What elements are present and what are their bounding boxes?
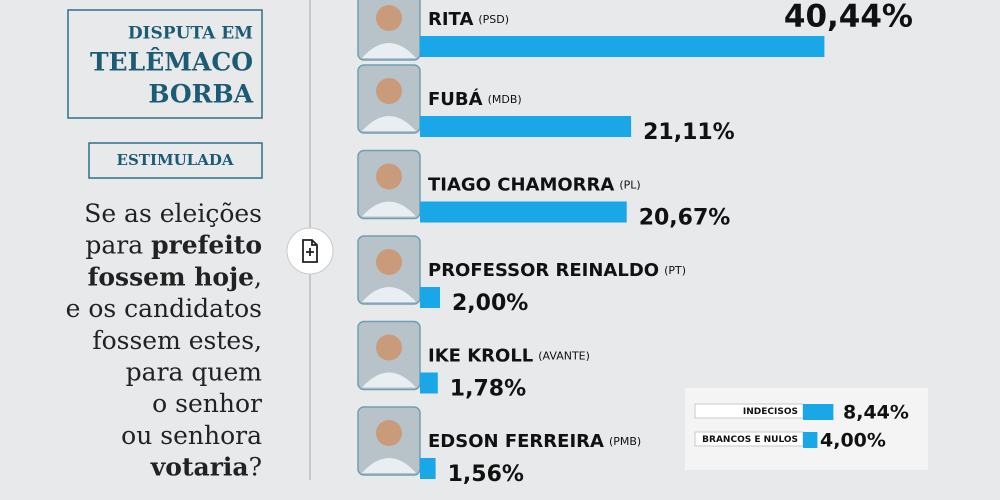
question-line: o senhor: [152, 389, 262, 418]
value-label: 1,56%: [448, 462, 524, 487]
question-line: Se as eleições: [84, 199, 262, 228]
candidate-party: (PSD): [478, 13, 509, 26]
value-label: 8,44%: [843, 402, 909, 424]
question-text: prefeito: [151, 230, 262, 259]
question-text: para: [85, 230, 151, 259]
photo-body: [362, 287, 416, 302]
candidate-name: FUBÁ: [428, 88, 483, 110]
candidate-label: TIAGO CHAMORRA (PL): [428, 175, 641, 196]
question-text: ,: [254, 262, 262, 291]
value-label: 2,00%: [452, 291, 528, 316]
bar: [420, 116, 632, 137]
photo-body: [362, 43, 416, 58]
question-line: votaria?: [150, 452, 262, 481]
category-label: BRANCOS E NULOS: [702, 435, 798, 445]
bar: [420, 287, 440, 308]
category-label: INDECISOS: [743, 407, 798, 417]
title-line: BORBA: [148, 80, 253, 109]
bar: [420, 201, 627, 223]
value-label: 40,44%: [784, 0, 913, 35]
question-line: para prefeito: [85, 230, 262, 259]
photo-head: [376, 5, 402, 31]
question-text: votaria: [150, 452, 249, 481]
candidate-label: EDSON FERREIRA (PMB): [428, 431, 641, 452]
question-line: para quem: [126, 357, 263, 386]
photo-head: [376, 249, 402, 275]
title-line: DISPUTA EM: [128, 24, 253, 44]
value-label: 21,11%: [643, 120, 735, 145]
photo-body: [362, 116, 416, 131]
bar: [420, 458, 436, 479]
bar: [420, 372, 438, 394]
photo-head: [376, 420, 402, 446]
candidate-name: IKE KROLL: [428, 346, 533, 367]
candidate-label: FUBÁ (MDB): [428, 88, 522, 110]
candidate-party: (PT): [664, 264, 686, 277]
bar: [803, 432, 818, 448]
candidate-party: (AVANTE): [538, 350, 590, 363]
value-label: 4,00%: [820, 430, 886, 452]
photo-body: [362, 458, 416, 473]
photo-head: [376, 334, 402, 361]
photo-body: [362, 372, 416, 388]
document-icon: [302, 239, 318, 263]
photo-head: [376, 163, 402, 190]
value-label: 20,67%: [639, 206, 731, 231]
question-line: fossem hoje,: [88, 262, 262, 291]
question-line: ou senhora: [121, 420, 262, 449]
title-line: TELÊMACO: [90, 48, 253, 77]
tag-box: [88, 142, 263, 179]
others-box: [685, 388, 928, 470]
candidate-name: EDSON FERREIRA: [428, 431, 604, 452]
candidate-label: IKE KROLL (AVANTE): [428, 346, 590, 367]
bar: [420, 36, 825, 57]
candidate-label: RITA (PSD): [428, 9, 509, 30]
candidate-name: PROFESSOR REINALDO: [428, 260, 659, 281]
question-text: Se as eleições: [84, 199, 262, 228]
question-text: fossem hoje: [88, 262, 254, 291]
question-text: fossem estes,: [92, 325, 262, 354]
question-text: e os candidatos: [66, 294, 262, 323]
question-line: e os candidatos: [66, 294, 262, 323]
candidate-party: (PMB): [609, 435, 641, 448]
candidate-name: TIAGO CHAMORRA: [428, 175, 614, 196]
title-box: [67, 9, 263, 119]
tag: ESTIMULADA: [117, 151, 234, 169]
question-text: ou senhora: [121, 420, 262, 449]
candidate-party: (MDB): [488, 93, 522, 106]
candidate-party: (PL): [619, 179, 640, 192]
value-label: 1,78%: [450, 377, 526, 402]
candidate-label: PROFESSOR REINALDO (PT): [428, 260, 686, 281]
question-line: fossem estes,: [92, 325, 262, 354]
photo-head: [376, 78, 402, 104]
question-text: ?: [249, 452, 262, 481]
question-text: o senhor: [152, 389, 262, 418]
photo-body: [362, 201, 416, 217]
question-text: para quem: [126, 357, 263, 386]
candidate-name: RITA: [428, 9, 473, 30]
bar: [803, 404, 834, 420]
